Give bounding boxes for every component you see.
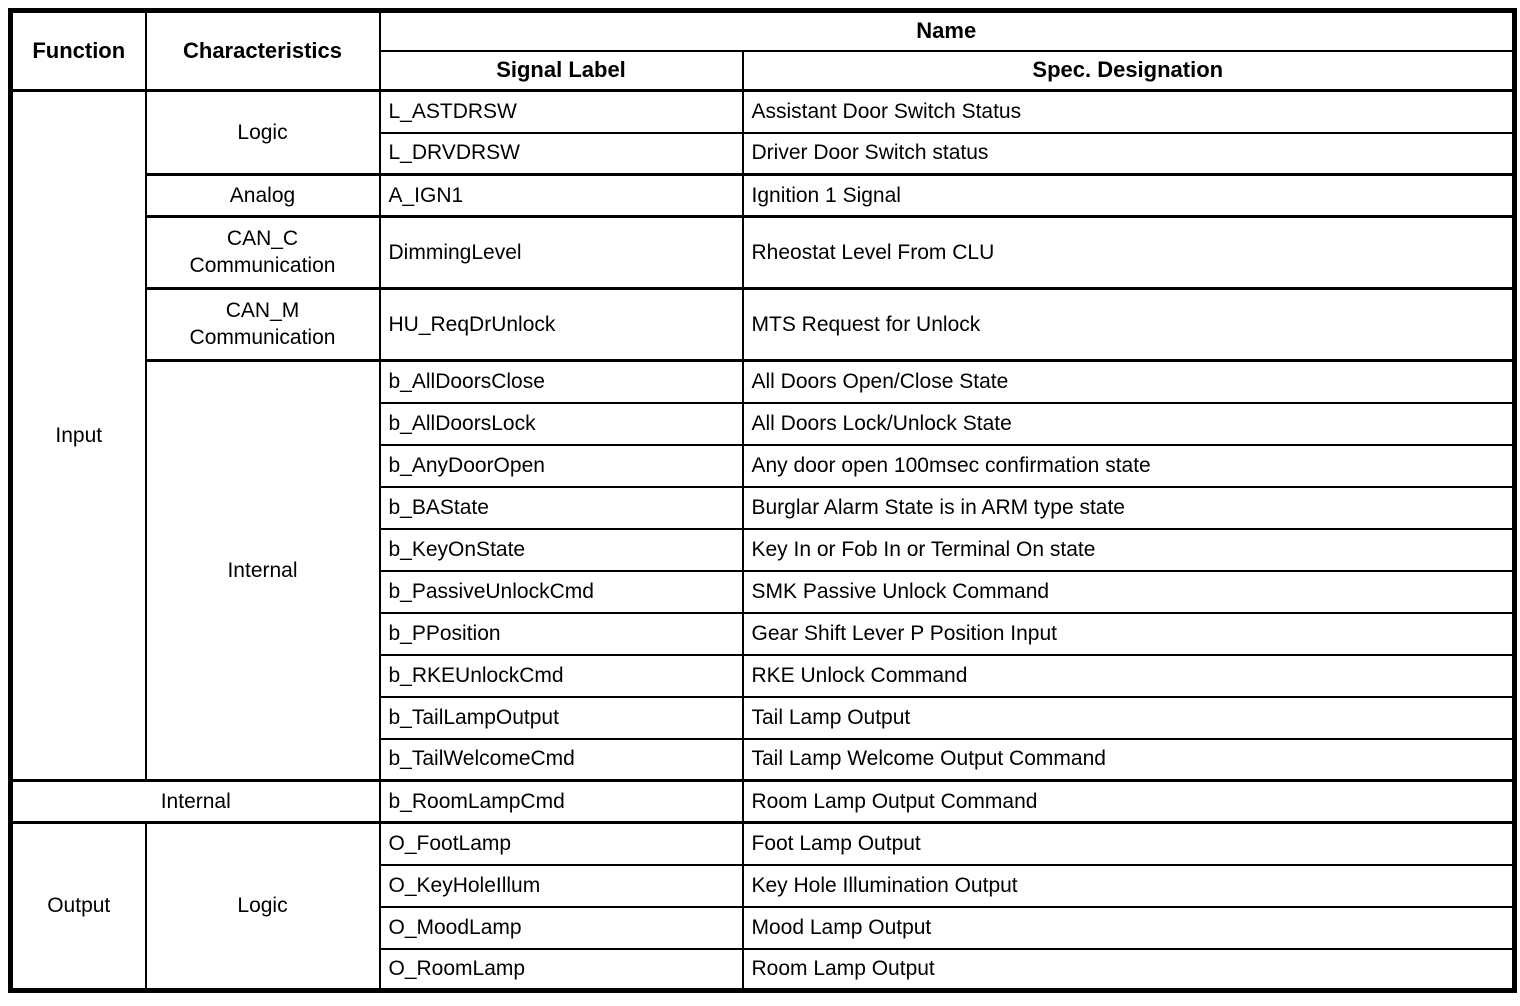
characteristic-cell-can-c: CAN_C Communication (144, 215, 381, 290)
table-row: Internal b_RoomLampCmd Room Lamp Output … (9, 779, 1516, 824)
table-row: O_RoomLamp Room Lamp Output (11, 947, 1516, 992)
spec-designation-cell: All Doors Lock/Unlock State (741, 401, 1516, 446)
table-row: Analog A_IGN1 Ignition 1 Signal (11, 173, 1516, 218)
signal-label-cell: b_KeyOnState (378, 527, 744, 572)
signal-label-cell: b_PPosition (378, 611, 744, 656)
characteristic-cell-internal: Internal (144, 359, 381, 782)
signal-label-cell: b_BAState (378, 485, 744, 530)
signal-label-cell: b_TailLampOutput (378, 695, 744, 740)
spec-designation-cell: MTS Request for Unlock (741, 287, 1516, 362)
table-row: CAN_M Communication HU_ReqDrUnlock MTS R… (11, 287, 1516, 362)
header-row-sub: Signal Label Spec. Designation (11, 49, 1516, 92)
table-row: O_MoodLamp Mood Lamp Output (11, 905, 1516, 950)
signal-label-cell: b_AnyDoorOpen (378, 443, 744, 488)
spec-designation-cell: SMK Passive Unlock Command (741, 569, 1516, 614)
characteristic-cell-analog: Analog (144, 173, 381, 218)
spec-designation-cell: Ignition 1 Signal (741, 173, 1516, 218)
table-row: Input Logic L_ASTDRSW Assistant Door Swi… (9, 89, 1516, 782)
table-row: b_PPosition Gear Shift Lever P Position … (11, 611, 1516, 656)
characteristic-cell-logic: Logic (144, 89, 381, 176)
table-row: b_AllDoorsLock All Doors Lock/Unlock Sta… (11, 401, 1516, 446)
signal-label-cell: O_FootLamp (378, 821, 744, 866)
table-row: O_KeyHoleIllum Key Hole Illumination Out… (11, 863, 1516, 908)
signal-label-cell: DimmingLevel (378, 215, 744, 290)
spec-designation-cell: Rheostat Level From CLU (741, 215, 1516, 290)
spec-designation-cell: Assistant Door Switch Status (741, 89, 1516, 134)
table-row: CAN_C Communication DimmingLevel Rheosta… (11, 215, 1516, 290)
spec-designation-cell: RKE Unlock Command (741, 653, 1516, 698)
spec-designation-cell: Room Lamp Output Command (741, 779, 1516, 824)
function-cell-input: Input (9, 89, 147, 782)
header-row-top: Function Characteristics Name (9, 9, 1516, 92)
spec-designation-cell: Mood Lamp Output (741, 905, 1516, 950)
spec-designation-cell: Tail Lamp Welcome Output Command (741, 737, 1516, 782)
table-row: L_DRVDRSW Driver Door Switch status (11, 131, 1516, 176)
characteristics-column-header: Characteristics (144, 9, 381, 92)
characteristic-cell-can-m: CAN_M Communication (144, 287, 381, 362)
spec-designation-cell: Driver Door Switch status (741, 131, 1516, 176)
signal-label-cell: b_RKEUnlockCmd (378, 653, 744, 698)
table-row: b_KeyOnState Key In or Fob In or Termina… (11, 527, 1516, 572)
spec-designation-cell: Key In or Fob In or Terminal On state (741, 527, 1516, 572)
spec-designation-cell: Any door open 100msec confirmation state (741, 443, 1516, 488)
signal-label-cell: L_DRVDRSW (378, 131, 744, 176)
characteristic-cell-logic-output: Logic (144, 821, 381, 992)
table-row: Internal b_AllDoorsClose All Doors Open/… (11, 359, 1516, 782)
signal-label-cell: b_AllDoorsClose (378, 359, 744, 404)
function-column-header: Function (9, 9, 147, 92)
spec-designation-cell: Foot Lamp Output (741, 821, 1516, 866)
spec-designation-cell: Gear Shift Lever P Position Input (741, 611, 1516, 656)
signal-label-column-header: Signal Label (378, 49, 744, 92)
table-row: b_TailLampOutput Tail Lamp Output (11, 695, 1516, 740)
signal-label-cell: b_TailWelcomeCmd (378, 737, 744, 782)
signal-label-cell: b_RoomLampCmd (378, 779, 744, 824)
spec-designation-column-header: Spec. Designation (741, 49, 1516, 92)
table-row: b_RKEUnlockCmd RKE Unlock Command (11, 653, 1516, 698)
signal-label-cell: HU_ReqDrUnlock (378, 287, 744, 362)
signal-label-cell: O_RoomLamp (378, 947, 744, 992)
spec-designation-cell: Room Lamp Output (741, 947, 1516, 992)
signal-label-cell: O_KeyHoleIllum (378, 863, 744, 908)
table-row: b_BAState Burglar Alarm State is in ARM … (11, 485, 1516, 530)
table-row: b_PassiveUnlockCmd SMK Passive Unlock Co… (11, 569, 1516, 614)
signal-label-cell: O_MoodLamp (378, 905, 744, 950)
signal-label-cell: b_AllDoorsLock (378, 401, 744, 446)
signal-label-cell: A_IGN1 (378, 173, 744, 218)
table-row: b_TailWelcomeCmd Tail Lamp Welcome Outpu… (11, 737, 1516, 782)
spec-designation-cell: Burglar Alarm State is in ARM type state (741, 485, 1516, 530)
spec-designation-cell: Tail Lamp Output (741, 695, 1516, 740)
name-column-header: Name (378, 9, 1516, 52)
spec-designation-cell: Key Hole Illumination Output (741, 863, 1516, 908)
table-row: Output Logic O_FootLamp Foot Lamp Output (9, 821, 1516, 992)
signal-spec-table: Function Characteristics Name Signal Lab… (8, 8, 1518, 993)
signal-label-cell: L_ASTDRSW (378, 89, 744, 134)
function-cell-output: Output (9, 821, 147, 992)
spec-designation-cell: All Doors Open/Close State (741, 359, 1516, 404)
table-row: b_AnyDoorOpen Any door open 100msec conf… (11, 443, 1516, 488)
signal-label-cell: b_PassiveUnlockCmd (378, 569, 744, 614)
function-cell-internal-merged: Internal (9, 779, 381, 824)
